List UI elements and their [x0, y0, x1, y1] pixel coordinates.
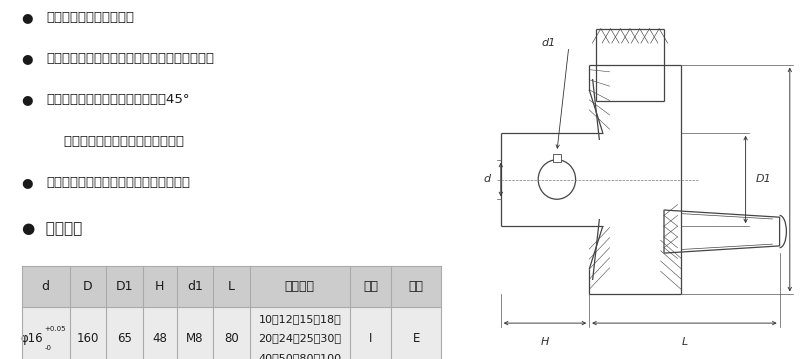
Text: L: L [228, 280, 235, 293]
Text: 逆转: 逆转 [409, 280, 424, 293]
Text: 顺转: 顺转 [363, 280, 378, 293]
Text: L: L [682, 337, 687, 348]
Text: I: I [369, 332, 372, 345]
Text: +0.05: +0.05 [45, 326, 66, 332]
Text: D: D [83, 280, 93, 293]
Text: H: H [155, 280, 164, 293]
Text: 20、24、25、30、: 20、24、25、30、 [258, 334, 342, 343]
Text: φ16: φ16 [21, 332, 43, 345]
Text: d1: d1 [542, 38, 556, 48]
Text: 160: 160 [77, 332, 99, 345]
Text: E: E [413, 332, 420, 345]
Text: 40、50、80、100: 40、50、80、100 [258, 353, 342, 359]
Text: D1: D1 [115, 280, 133, 293]
Text: 外壳表面喷塑，分亮光和亚光，饰面颜色：黑色: 外壳表面喷塑，分亮光和亚光，饰面颜色：黑色 [46, 52, 214, 65]
Bar [22, 307, 441, 359]
Text: 轴能精确地指示出机件的不同位置: 轴能精确地指示出机件的不同位置 [46, 135, 184, 148]
Text: D1: D1 [756, 174, 771, 185]
Text: 48: 48 [152, 332, 167, 345]
Bar [22, 266, 441, 307]
Bar [553, 154, 561, 162]
Text: H: H [541, 337, 549, 348]
Text: M8: M8 [186, 332, 204, 345]
Text: ●: ● [22, 93, 33, 106]
Text: d: d [483, 174, 490, 185]
Text: 材质：铝合金、增强尼龙: 材质：铝合金、增强尼龙 [46, 11, 134, 24]
Text: ●: ● [22, 11, 33, 24]
Text: d1: d1 [187, 280, 203, 293]
Text: ●: ● [22, 52, 33, 65]
Text: ●: ● [22, 176, 33, 189]
Text: ●  设计参数: ● 设计参数 [22, 221, 82, 236]
Text: d: d [42, 280, 50, 293]
Text: 表面刻度可以根据客户要求设计制造表面: 表面刻度可以根据客户要求设计制造表面 [46, 176, 190, 189]
Text: 双幅数字手轮适合使用在水平轴或45°: 双幅数字手轮适合使用在水平轴或45° [46, 93, 190, 106]
Text: 80: 80 [224, 332, 239, 345]
Text: 65: 65 [117, 332, 132, 345]
Text: 10、12、15、18、: 10、12、15、18、 [258, 314, 342, 323]
Text: -0: -0 [45, 345, 52, 351]
Text: 表面比率: 表面比率 [285, 280, 315, 293]
